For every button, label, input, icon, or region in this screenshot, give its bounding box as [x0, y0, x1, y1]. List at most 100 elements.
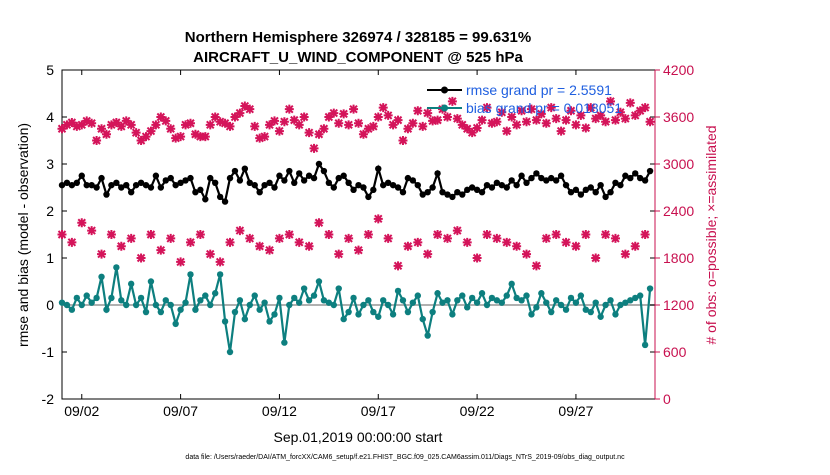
obs-lower-marker [610, 233, 620, 243]
bias-point [518, 297, 525, 304]
obs-lower-marker [176, 257, 186, 267]
bias-point [241, 315, 249, 323]
obs-lower-marker [205, 249, 215, 259]
obs-upper-marker [601, 117, 611, 127]
obs-upper-marker [497, 107, 507, 117]
bias-point [528, 311, 535, 318]
x-tick-label: 09/12 [262, 403, 297, 419]
y-axis-left-label: rmse and bias (model - observation) [15, 123, 31, 347]
bias-point [207, 301, 214, 309]
obs-upper-marker [67, 117, 77, 127]
obs-upper-marker [413, 106, 423, 116]
obs-upper-marker [393, 115, 403, 125]
obs-upper-marker [166, 124, 176, 134]
y-left-tick-label: 4 [46, 109, 54, 125]
obs-upper-marker [205, 120, 215, 130]
bias-point [627, 297, 634, 304]
rmse-point [202, 196, 209, 203]
bias-point [503, 292, 510, 299]
obs-upper-marker [314, 129, 324, 139]
obs-upper-marker [250, 121, 260, 131]
bias-point [424, 332, 431, 339]
bias-point [157, 308, 165, 316]
bias-point [394, 287, 402, 295]
bias-point [93, 294, 100, 302]
obs-lower-marker [354, 245, 363, 255]
bias-point [607, 297, 614, 304]
bias-point [582, 306, 590, 313]
obs-upper-marker [146, 126, 156, 136]
bias-point [63, 301, 71, 309]
bias-point [552, 297, 560, 304]
rmse-point [567, 189, 575, 196]
obs-lower-marker [591, 253, 601, 263]
obs-upper-marker [101, 129, 111, 139]
obs-lower-marker [284, 230, 294, 239]
obs-upper-marker [309, 143, 319, 153]
obs-upper-marker [522, 117, 532, 127]
obs-upper-marker [260, 132, 270, 142]
y-right-tick-label: 1800 [663, 250, 694, 266]
obs-upper-marker [487, 118, 497, 128]
rmse-point [296, 170, 303, 177]
obs-upper-marker [284, 104, 294, 114]
obs-lower-marker [265, 245, 275, 255]
rmse-point [478, 189, 486, 196]
bias-point [444, 297, 451, 304]
obs-upper-marker [462, 124, 472, 134]
obs-lower-marker [531, 261, 541, 271]
bias-point [572, 299, 580, 306]
rmse-point [488, 184, 496, 191]
obs-lower-marker [294, 237, 304, 247]
obs-upper-marker [349, 104, 359, 114]
y-right-tick-label: 3600 [663, 109, 694, 125]
rmse-point [88, 181, 95, 189]
obs-lower-marker [245, 233, 255, 243]
obs-lower-marker [106, 230, 116, 239]
y-right-tick-label: 3000 [663, 156, 694, 172]
obs-lower-marker [116, 241, 126, 251]
rmse-point [197, 186, 204, 194]
rmse-point [548, 174, 555, 182]
rmse-point [419, 191, 426, 198]
bias-point [384, 301, 392, 309]
obs-upper-marker [87, 118, 97, 128]
bias-point [167, 301, 174, 309]
obs-upper-marker [630, 110, 640, 120]
rmse-point [68, 181, 76, 189]
obs-upper-marker [418, 121, 428, 131]
obs-upper-marker [428, 116, 438, 126]
bias-point [513, 294, 520, 302]
obs-upper-marker [610, 115, 620, 125]
rmse-point [444, 191, 451, 198]
rmse-point [320, 167, 328, 175]
bias-point [473, 299, 481, 306]
obs-upper-marker [136, 136, 146, 145]
rmse-point [429, 184, 436, 191]
obs-lower-marker [225, 237, 235, 247]
rmse-point [414, 181, 421, 189]
obs-upper-marker [126, 120, 136, 130]
obs-upper-marker [304, 128, 314, 138]
rmse-point [617, 181, 624, 189]
obs-upper-marker [640, 103, 650, 113]
bias-point [325, 299, 333, 306]
obs-upper-marker [334, 118, 344, 128]
obs-upper-marker [92, 136, 102, 145]
rmse-point [325, 179, 333, 186]
obs-lower-marker [571, 241, 581, 251]
bias-point [271, 311, 278, 318]
bias-point [380, 297, 387, 304]
rmse-point [523, 179, 530, 186]
bias-point [454, 297, 461, 304]
obs-lower-marker [156, 245, 166, 255]
obs-upper-marker [274, 126, 284, 136]
bias-point [103, 306, 110, 313]
bias-point [281, 339, 288, 346]
rmse-point [493, 179, 501, 186]
obs-lower-marker [67, 237, 77, 247]
x-tick-label: 09/27 [558, 403, 593, 419]
obs-upper-marker [512, 120, 522, 130]
rmse-point [78, 172, 85, 179]
rmse-point [602, 193, 609, 201]
